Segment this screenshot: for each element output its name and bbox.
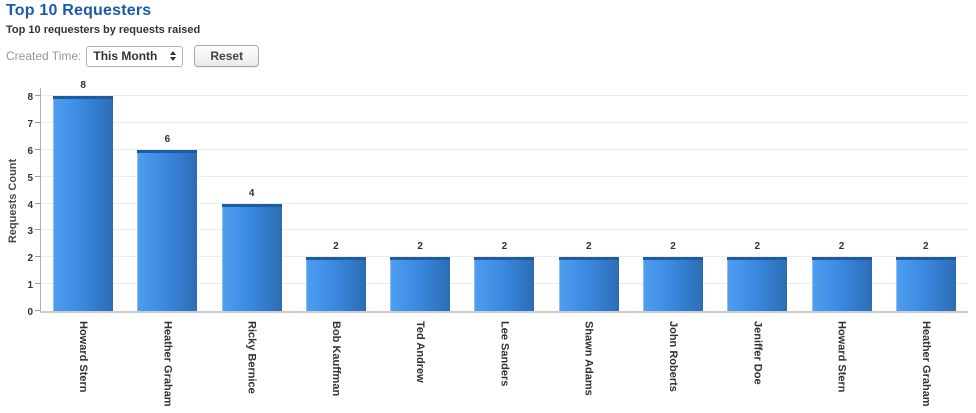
bar-slot: 2 Heather Graham [884, 88, 968, 407]
y-tick-label: 7 [27, 118, 33, 130]
gridline [41, 229, 968, 231]
bar-value-label: 2 [333, 241, 339, 253]
x-axis-label: Lee Sanders [498, 321, 511, 387]
bar[interactable] [642, 257, 703, 311]
stepper-down-arrow-icon [170, 57, 177, 61]
bar[interactable] [137, 149, 198, 311]
bar-value-label: 2 [670, 241, 676, 253]
bar[interactable] [221, 203, 282, 311]
bar-slot: 2 Shawn Adams [547, 88, 631, 396]
y-tick-mark [35, 310, 40, 311]
bar-value-label: 4 [248, 187, 255, 199]
bar[interactable] [558, 257, 619, 311]
bar[interactable] [305, 257, 366, 311]
y-tick-label: 2 [27, 253, 33, 265]
y-tick-label: 0 [27, 307, 33, 318]
reset-button[interactable]: Reset [194, 45, 260, 67]
x-axis-label: Heather Graham [919, 321, 932, 407]
filter-controls: Created Time: This Month Reset [6, 45, 260, 67]
bar[interactable] [474, 257, 535, 311]
bar-value-label: 8 [80, 80, 86, 91]
gridline [41, 202, 968, 204]
gridline [41, 175, 968, 177]
y-tick-mark [35, 148, 40, 150]
bar-slot: 2 John Roberts [631, 88, 715, 392]
x-axis-label: Howard Stern [77, 321, 90, 393]
y-tick-mark [35, 175, 40, 177]
x-axis-label: John Roberts [666, 321, 679, 392]
bar-slot: 2 Lee Sanders [462, 88, 546, 386]
y-tick-mark [35, 121, 40, 123]
y-tick-label: 5 [27, 172, 33, 184]
bar-value-label: 2 [838, 241, 845, 253]
bar-slot: 2 Bob Kauffman [294, 88, 378, 396]
x-axis-label: Jeniffer Doe [751, 321, 764, 385]
bar-value-label: 2 [417, 241, 423, 253]
y-tick-label: 6 [27, 145, 33, 157]
bar-slot: 2 Howard Stern [799, 88, 883, 393]
bar-slots: 8 Howard Stern 6 Heather Graham 4 Ricky Berni… [41, 80, 968, 407]
bar-value-label: 2 [923, 241, 929, 253]
created-time-selected-value: This Month [93, 49, 158, 63]
bar-value-label: 6 [164, 133, 171, 145]
bar[interactable] [727, 257, 788, 311]
bar[interactable] [811, 257, 872, 311]
y-tick-label: 4 [27, 199, 33, 211]
gridline [41, 121, 968, 123]
x-axis-label: Ricky Bernice [245, 321, 258, 394]
gridline [41, 256, 968, 258]
bar-slot: 4 Ricky Bernice [210, 88, 294, 394]
y-tick-mark [35, 202, 40, 204]
y-tick-label: 3 [27, 226, 33, 238]
y-axis-tick-labels: 0 1 2 3 4 5 6 7 8 [0, 88, 35, 318]
y-tick-mark [35, 283, 40, 285]
select-stepper-icon [170, 51, 177, 61]
bar-slot: 2 Jeniffer Doe [715, 88, 799, 385]
stepper-up-arrow-icon [170, 51, 177, 55]
x-axis-label: Shawn Adams [582, 321, 595, 396]
bar-value-label: 2 [754, 241, 761, 253]
gridline [41, 148, 968, 150]
bar-value-label: 2 [501, 241, 508, 253]
x-axis-label: Howard Stern [835, 321, 848, 393]
bar-slot: 2 Ted Andrew [378, 88, 462, 383]
page-title: Top 10 Requesters [6, 2, 152, 19]
bar-value-label: 2 [585, 241, 592, 253]
bar[interactable] [390, 257, 451, 311]
created-time-select[interactable]: This Month [86, 45, 184, 67]
created-time-label: Created Time: [6, 49, 82, 63]
y-tick-label: 8 [27, 92, 33, 103]
bar[interactable] [895, 257, 956, 311]
y-tick-mark [35, 256, 40, 258]
y-tick-mark [35, 95, 40, 96]
x-axis-label: Bob Kauffman [329, 321, 342, 397]
widget-header: Top 10 Requesters Top 10 requesters by r… [6, 2, 260, 67]
y-tick-mark [35, 229, 40, 231]
x-axis-label: Ted Andrew [414, 321, 427, 383]
bar-slot: 6 Heather Graham [125, 88, 209, 407]
bar[interactable] [53, 96, 114, 311]
bar-slot: 8 Howard Stern [41, 80, 125, 393]
y-tick-label: 1 [27, 280, 33, 292]
plot-area: 8 Howard Stern 6 Heather Graham 4 Ricky Berni… [35, 80, 968, 407]
x-axis-label: Heather Graham [161, 321, 174, 407]
gridline [41, 95, 968, 96]
page-subtitle: Top 10 requesters by requests raised [6, 24, 201, 36]
